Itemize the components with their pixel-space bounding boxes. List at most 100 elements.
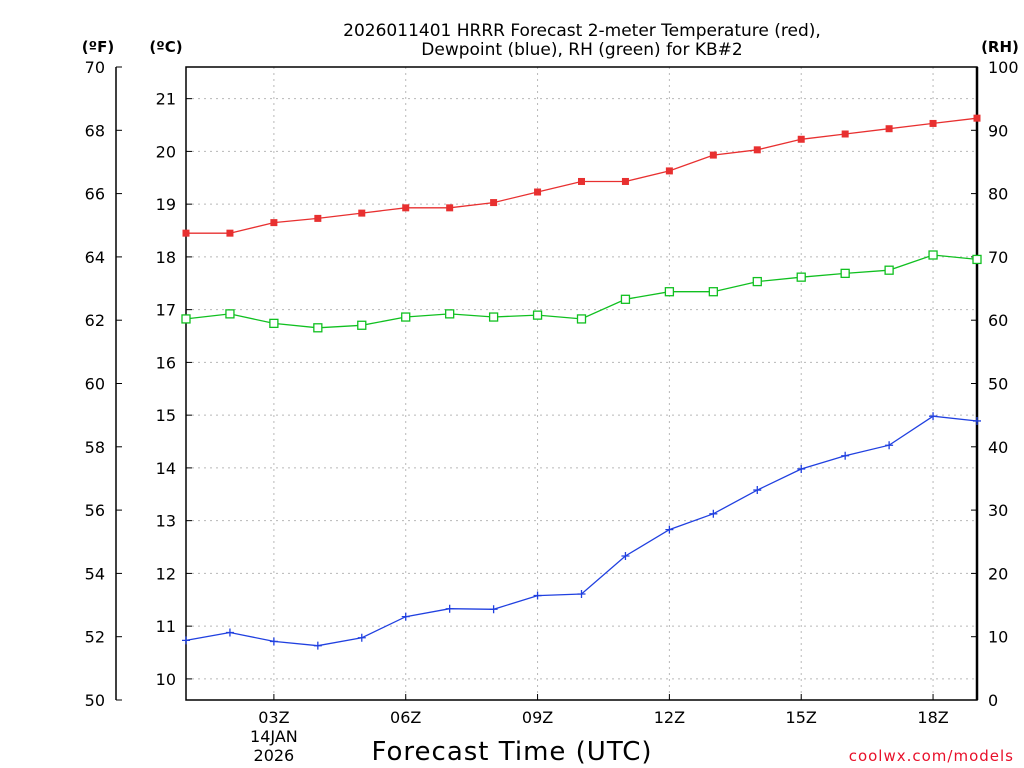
fahrenheit-axis-unit: (ºF) (82, 38, 114, 56)
rh-point (313, 323, 323, 333)
temperature-point (709, 151, 717, 159)
rh-point (269, 318, 279, 329)
temperature-point (841, 130, 849, 138)
rh-point (972, 254, 982, 265)
x-tick-label: 03Z (258, 708, 289, 727)
dewpoint-point (225, 628, 234, 637)
celsius-tick-label: 20 (156, 142, 176, 161)
rh-point (532, 310, 543, 320)
fahrenheit-tick-label: 66 (85, 185, 105, 204)
temperature-point (797, 135, 805, 143)
temperature-point (753, 146, 761, 154)
rh-point (884, 265, 894, 275)
x-tick-label: 09Z (522, 708, 553, 727)
x-tick-date: 14JAN (250, 727, 298, 746)
rh-tick-label: 50 (988, 375, 1008, 394)
fahrenheit-tick-label: 60 (85, 375, 105, 394)
temperature-line (186, 117, 978, 234)
dewpoint-point (445, 604, 454, 613)
fahrenheit-tick-label: 56 (85, 501, 105, 520)
temperature-point (665, 167, 673, 175)
rh-point (401, 312, 411, 322)
dewpoint-point (269, 637, 278, 646)
temperature-point (358, 209, 366, 217)
dewpoint-point (533, 591, 542, 600)
dewpoint-point (621, 551, 630, 560)
rh-tick-label: 60 (988, 311, 1008, 330)
dewpoint-point (841, 451, 850, 460)
dewpoint-point (753, 486, 762, 495)
temperature-point (578, 177, 585, 185)
rh-point (445, 309, 455, 319)
rh-tick-label: 90 (988, 121, 1008, 140)
rh-point (488, 312, 499, 322)
rh-point (357, 320, 367, 330)
temperature-point (621, 177, 629, 185)
dewpoint-point (182, 636, 190, 645)
celsius-tick-label: 19 (156, 195, 176, 214)
celsius-tick-label: 11 (156, 617, 176, 636)
rh-point (928, 250, 938, 260)
temperature-point (973, 114, 981, 122)
celsius-tick-label: 16 (156, 353, 176, 372)
dewpoint-point (401, 612, 410, 621)
fahrenheit-tick-label: 64 (85, 248, 105, 267)
rh-tick-label: 0 (988, 691, 998, 710)
dewpoint-point (489, 605, 498, 614)
fahrenheit-tick-label: 68 (85, 121, 105, 140)
fahrenheit-tick-label: 50 (85, 691, 105, 710)
fahrenheit-tick-label: 70 (85, 58, 105, 77)
dewpoint-point (885, 441, 894, 450)
tick-labels: 10 11 12 13 14 15 16 17 18 19 20 21 50 52 54 56 58 60 62 64… (85, 58, 1019, 765)
x-tick-year: 2026 (254, 746, 295, 765)
rh-tick-label: 80 (988, 185, 1008, 204)
rh-point (664, 287, 675, 297)
rh-point (796, 272, 806, 282)
rh-point (620, 294, 631, 304)
celsius-tick-label: 15 (156, 406, 176, 425)
dewpoint-point (313, 641, 322, 650)
data-series (181, 114, 982, 650)
temperature-point (270, 219, 278, 227)
temperature-point (534, 188, 542, 196)
celsius-tick-label: 17 (156, 301, 176, 320)
dewpoint-line (185, 415, 978, 647)
dewpoint-point (665, 525, 674, 534)
temperature-point (226, 229, 234, 237)
rh-tick-label: 10 (988, 628, 1008, 647)
fahrenheit-tick-label: 54 (85, 564, 105, 583)
x-axis-label: Forecast Time (UTC) (371, 737, 652, 767)
rh-point (840, 268, 850, 279)
fahrenheit-tick-label: 58 (85, 438, 105, 457)
rh-point (225, 309, 235, 319)
x-tick-label: 15Z (786, 708, 817, 727)
grid-lines (186, 67, 977, 700)
dewpoint-point (973, 416, 981, 425)
rh-axis-unit: (RH) (981, 38, 1019, 56)
axis-lines (115, 66, 979, 701)
celsius-tick-label: 21 (156, 90, 176, 109)
temperature-point (402, 204, 410, 212)
dewpoint-point (577, 589, 586, 598)
rh-tick-label: 100 (988, 58, 1019, 77)
celsius-tick-label: 13 (156, 512, 176, 531)
chart-title-line2: Dewpoint (blue), RH (green) for KB#2 (421, 40, 742, 60)
rh-tick-label: 30 (988, 501, 1008, 520)
credit-text: coolwx.com/models (849, 747, 1014, 765)
temperature-point (885, 125, 893, 133)
celsius-tick-label: 10 (156, 670, 176, 689)
fahrenheit-tick-label: 62 (85, 311, 105, 330)
dewpoint-point (357, 633, 366, 642)
rh-point (181, 314, 191, 324)
temperature-point (929, 119, 937, 127)
dewpoint-point (929, 412, 938, 421)
rh-point (752, 276, 762, 287)
rh-point (708, 287, 718, 297)
chart-title-line1: 2026011401 HRRR Forecast 2-meter Tempera… (343, 21, 821, 41)
rh-tick-label: 70 (988, 248, 1008, 267)
x-tick-label: 18Z (917, 708, 948, 727)
temperature-point (182, 229, 190, 237)
rh-tick-label: 40 (988, 438, 1008, 457)
celsius-axis-unit: (ºC) (149, 38, 182, 56)
rh-tick-label: 20 (988, 564, 1008, 583)
